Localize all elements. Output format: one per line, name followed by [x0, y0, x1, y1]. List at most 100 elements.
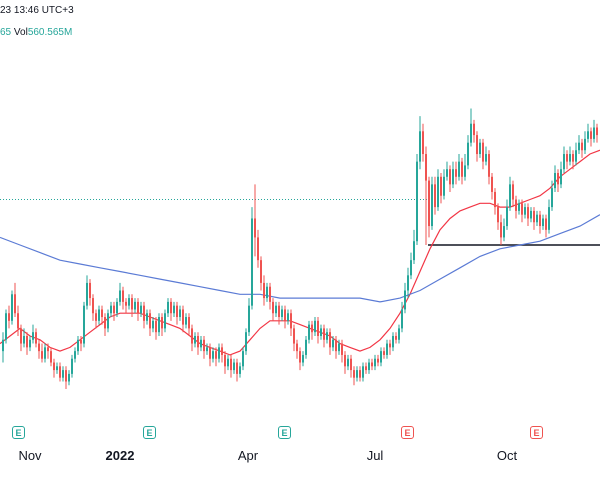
candle-body	[536, 214, 538, 223]
candle	[197, 332, 199, 355]
candle	[2, 332, 4, 363]
candle-body	[272, 301, 274, 314]
candle	[137, 298, 139, 321]
candle-body	[182, 309, 184, 325]
candle-body	[11, 294, 13, 321]
earnings-badge-icon[interactable]: E	[12, 426, 25, 439]
candle-body	[206, 347, 208, 352]
candle-body	[26, 335, 28, 348]
candle-body	[17, 313, 19, 329]
candle	[296, 339, 298, 359]
candle-body	[224, 354, 226, 367]
candle-body	[530, 210, 532, 219]
candle-body	[326, 332, 328, 340]
candle-body	[320, 328, 322, 336]
candlestick-chart-svg	[0, 108, 600, 390]
candle	[524, 203, 526, 219]
candle	[278, 301, 280, 325]
earnings-badge-icon[interactable]: E	[143, 426, 156, 439]
candle-body	[5, 313, 7, 340]
candle-body	[353, 370, 355, 378]
candle	[572, 150, 574, 170]
candle-body	[74, 351, 76, 359]
candle	[314, 317, 316, 336]
candle	[200, 335, 202, 352]
earnings-badge-icon[interactable]: E	[530, 426, 543, 439]
candle	[350, 354, 352, 378]
candle	[143, 301, 145, 329]
candle-body	[473, 123, 475, 136]
candle	[329, 328, 331, 355]
price-chart[interactable]	[0, 0, 600, 420]
candle-body	[527, 207, 529, 219]
candle-body	[458, 161, 460, 177]
candle	[83, 301, 85, 348]
candle	[23, 328, 25, 348]
candle	[578, 135, 580, 155]
candle-body	[275, 305, 277, 314]
candle-body	[188, 317, 190, 329]
candle-body	[284, 309, 286, 321]
candle	[332, 335, 334, 352]
candle-body	[551, 188, 553, 208]
candle-body	[497, 207, 499, 223]
candle-body	[419, 131, 421, 162]
candle	[272, 298, 274, 321]
candle	[158, 313, 160, 336]
candle	[239, 362, 241, 378]
candle	[326, 328, 328, 344]
earnings-badge-icon[interactable]: E	[401, 426, 414, 439]
candle-body	[587, 131, 589, 139]
candle	[485, 146, 487, 166]
candle-body	[149, 313, 151, 329]
candle-body	[290, 313, 292, 329]
candle-body	[542, 218, 544, 227]
earnings-badge-icon[interactable]: E	[278, 426, 291, 439]
candle	[176, 301, 178, 325]
candle	[530, 207, 532, 223]
candle-body	[344, 354, 346, 367]
candle-body	[170, 301, 172, 314]
candle	[545, 214, 547, 238]
candle	[233, 358, 235, 374]
candle	[539, 210, 541, 234]
candle	[14, 282, 16, 318]
candle	[284, 305, 286, 329]
candle-body	[95, 313, 97, 321]
candle-body	[41, 351, 43, 359]
candle-body	[302, 354, 304, 363]
candle-body	[281, 309, 283, 318]
candle	[377, 354, 379, 367]
candle-body	[254, 218, 256, 238]
candle-body	[470, 123, 472, 143]
candle-body	[122, 290, 124, 302]
candle	[131, 294, 133, 318]
candle-body	[125, 301, 127, 306]
candle-body	[65, 370, 67, 382]
candle	[302, 351, 304, 367]
candle	[587, 123, 589, 143]
candle-body	[407, 275, 409, 291]
candle-body	[467, 142, 469, 166]
candle-body	[440, 176, 442, 196]
candle-body	[185, 317, 187, 325]
candle	[323, 324, 325, 348]
candle-body	[332, 339, 334, 348]
candle-body	[386, 343, 388, 355]
candle-body	[14, 294, 16, 314]
candle	[104, 313, 106, 336]
candle-body	[491, 176, 493, 192]
candle-body	[518, 203, 520, 211]
candle-body	[233, 362, 235, 371]
candle-body	[479, 142, 481, 155]
candle	[365, 362, 367, 374]
candle	[218, 343, 220, 363]
candle-body	[251, 218, 253, 306]
candle	[113, 301, 115, 321]
candle	[566, 150, 568, 170]
candle-body	[422, 131, 424, 155]
x-axis-tick-label: Apr	[237, 448, 259, 463]
candle	[227, 354, 229, 371]
candle-body	[221, 347, 223, 355]
candle	[134, 298, 136, 314]
